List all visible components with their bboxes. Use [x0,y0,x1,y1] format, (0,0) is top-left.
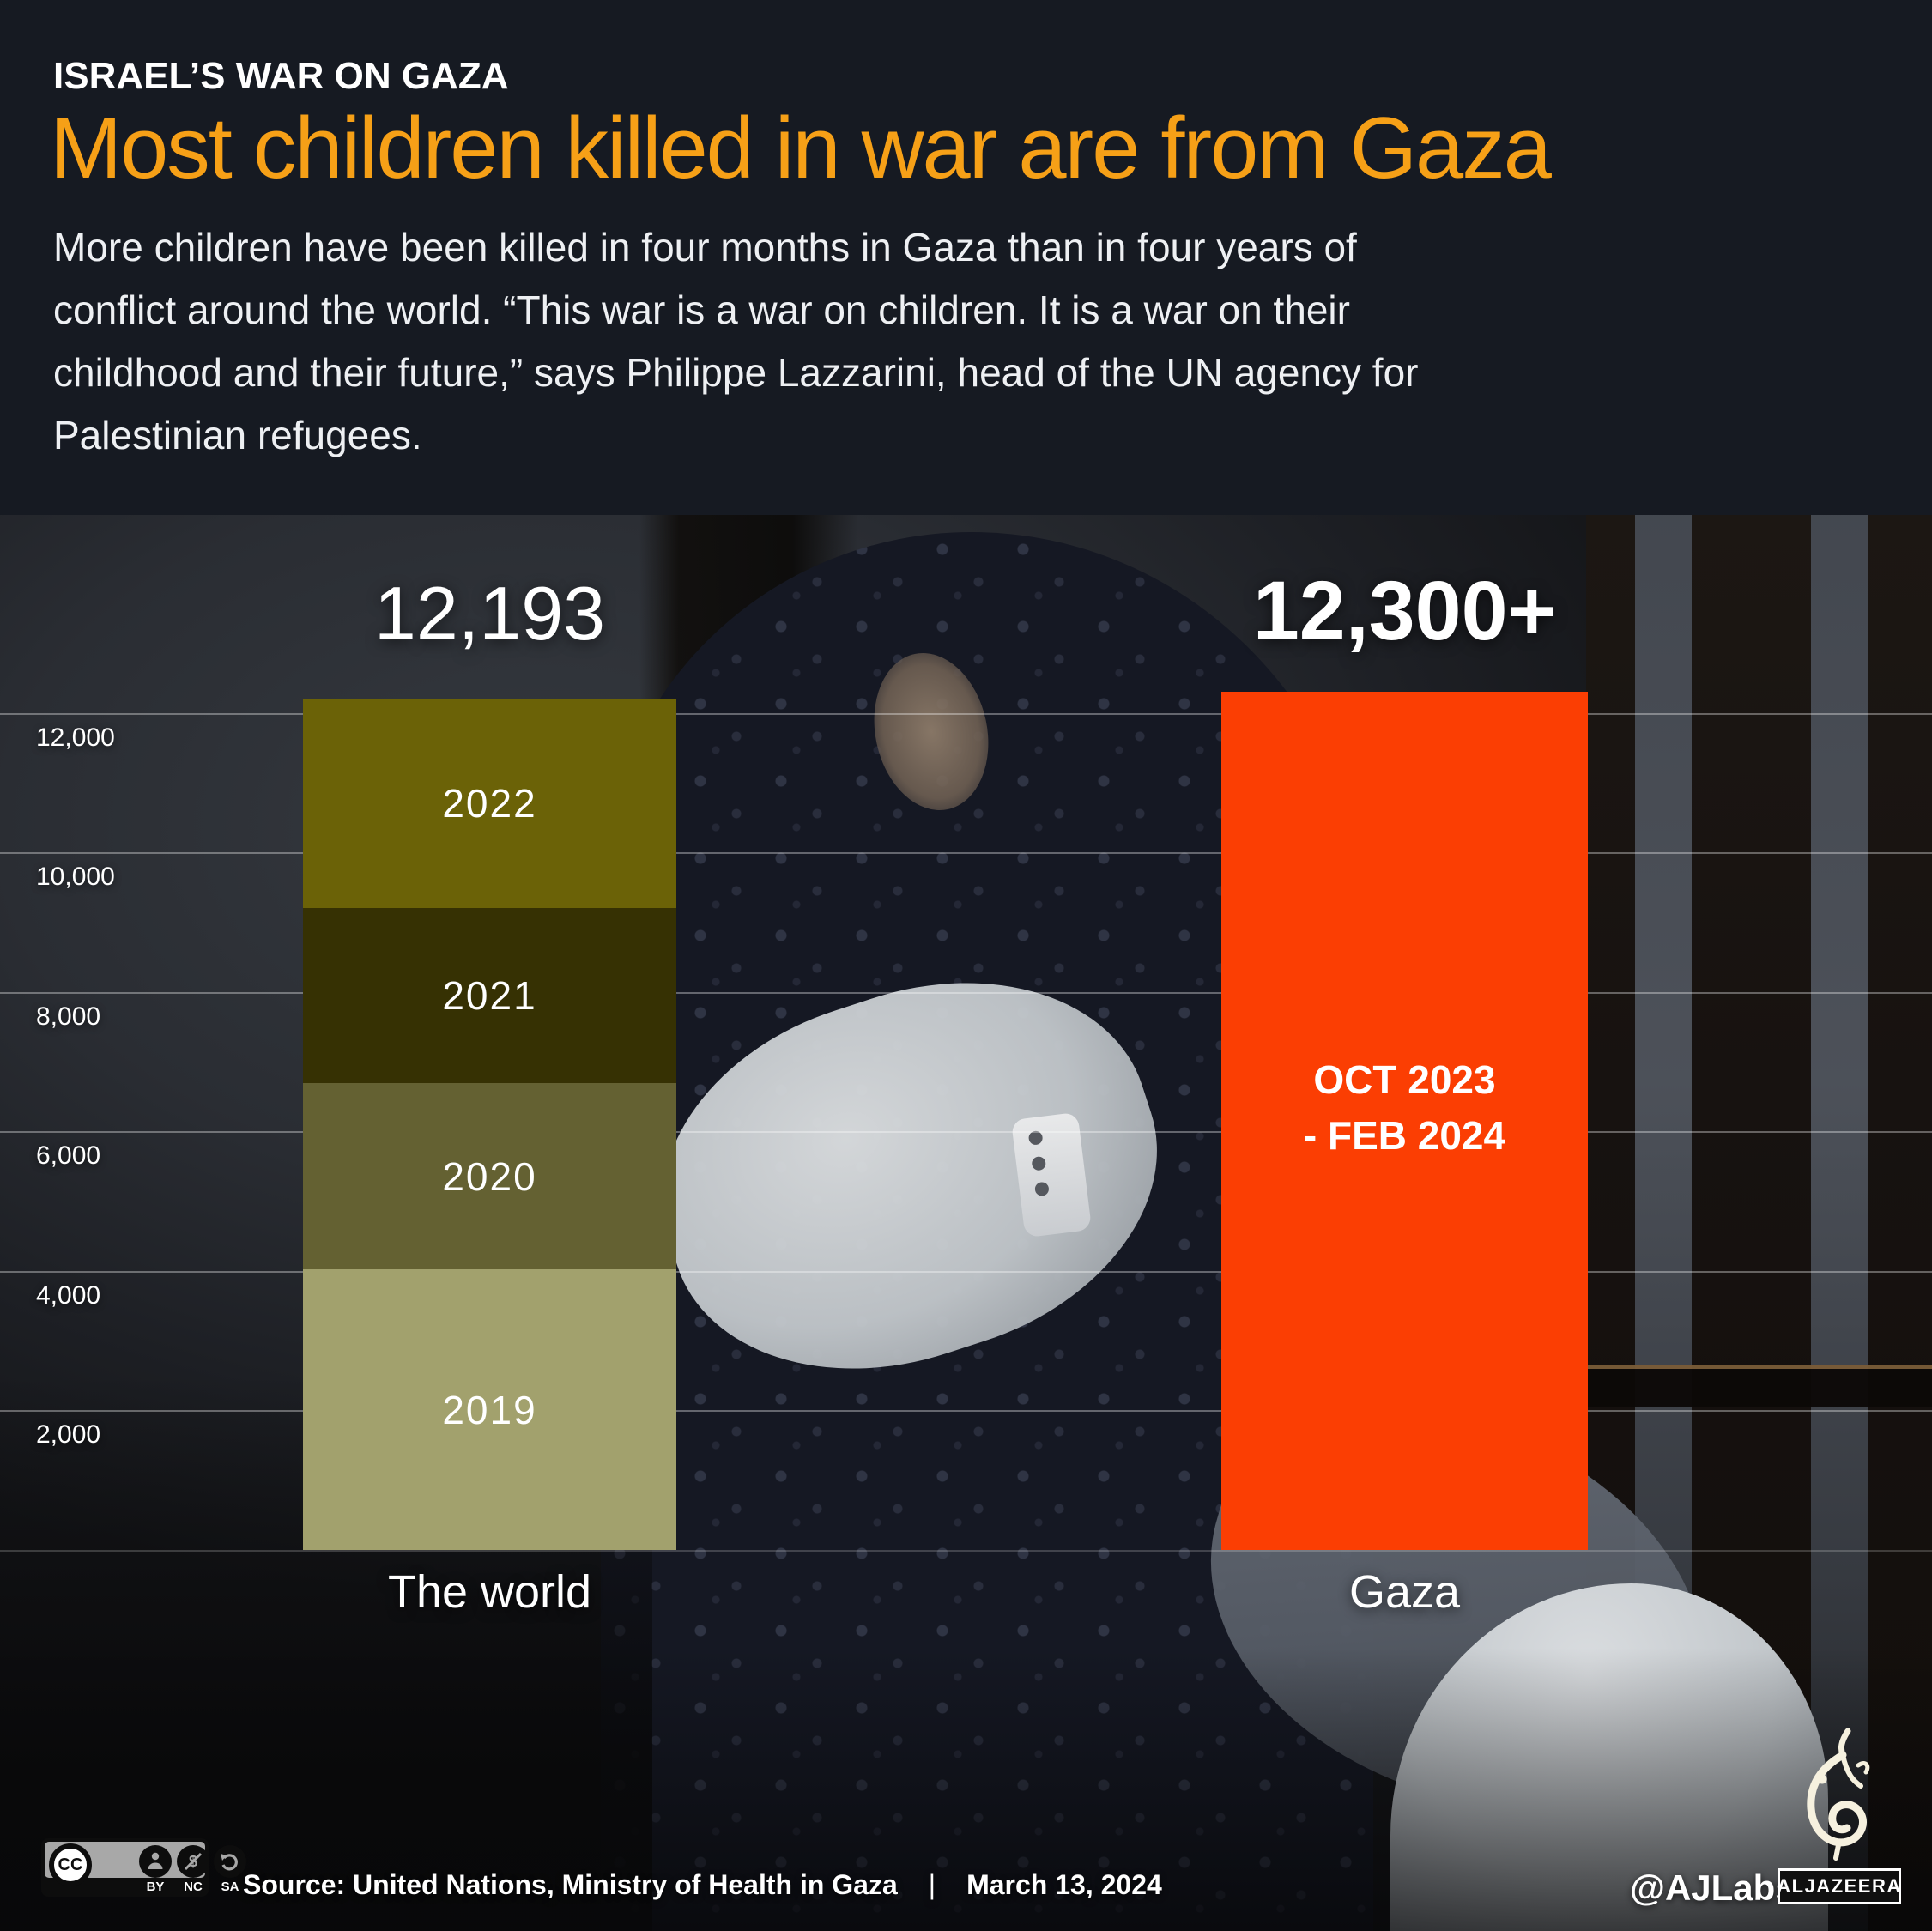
gridline [0,991,1932,994]
category-label-gaza: Gaza [1348,1566,1461,1618]
gaza-total-value: 12,300+ [1252,564,1557,657]
y-tick-label: 8,000 [36,1002,101,1031]
aljazeera-logo-box: ALJAZEERA [1777,1868,1901,1904]
y-tick-label: 12,000 [36,723,115,752]
photo-wood-fence [1586,515,1932,1931]
source-divider: | [928,1869,936,1900]
cc-by-label: BY [146,1880,165,1894]
ajlabs-credit: @AJLabs [1630,1867,1796,1908]
segment-year-label: 2022 [442,781,537,826]
gridline [0,712,1932,715]
cc-icon: CC [49,1843,92,1886]
gridline [0,1410,1932,1413]
y-tick-label: 2,000 [36,1420,101,1450]
cc-nc-label: NC [184,1880,203,1894]
kicker: ISRAEL’S WAR ON GAZA [53,55,509,97]
gridline [0,852,1932,855]
header: ISRAEL’S WAR ON GAZA Most children kille… [0,0,1932,515]
bar-segment-2021: 2021 [303,907,676,1084]
footer: CC $ BY NC SA [0,1802,1932,1931]
y-tick-label: 4,000 [36,1280,101,1310]
bar-segment-2022: 2022 [303,699,676,908]
page-title: Most children killed in war are from Gaz… [50,100,1552,197]
y-tick-label: 6,000 [36,1141,101,1171]
gaza-period-label: OCT 2023 - FEB 2024 [1303,1057,1506,1159]
photo-wood-rail [1586,1365,1932,1407]
bar-gaza: OCT 2023 - FEB 2024 [1221,692,1588,1550]
date-text: March 13, 2024 [966,1869,1162,1900]
gridline [0,1131,1932,1134]
aljazeera-calligraphy-icon [1807,1728,1870,1861]
bar-segment-2019: 2019 [303,1269,676,1550]
cc-license-badge: CC $ BY NC SA [41,1838,246,1897]
gridline-zero [0,1550,1932,1552]
gridline [0,1270,1932,1273]
description: More children have been killed in four m… [53,225,1419,457]
cc-nc-dollar-icon: $ [177,1845,209,1878]
segment-year-label: 2021 [442,972,537,1018]
background-photo [0,515,1932,1931]
segment-year-label: 2019 [442,1387,537,1432]
cc-sa-label: SA [221,1880,239,1894]
segment-year-label: 2020 [442,1153,537,1199]
category-label-world: The world [387,1566,592,1618]
world-total-value: 12,193 [373,571,606,656]
source-text: Source: United Nations, Ministry of Heal… [243,1869,898,1900]
bar-the-world: 2022 2021 2020 2019 [303,699,676,1550]
bar-segment-2020: 2020 [303,1083,676,1270]
y-tick-label: 10,000 [36,863,115,892]
cc-sa-arrow-icon [214,1845,246,1878]
cc-by-person-icon [139,1845,172,1878]
source-row: Source: United Nations, Ministry of Heal… [243,1869,1162,1901]
